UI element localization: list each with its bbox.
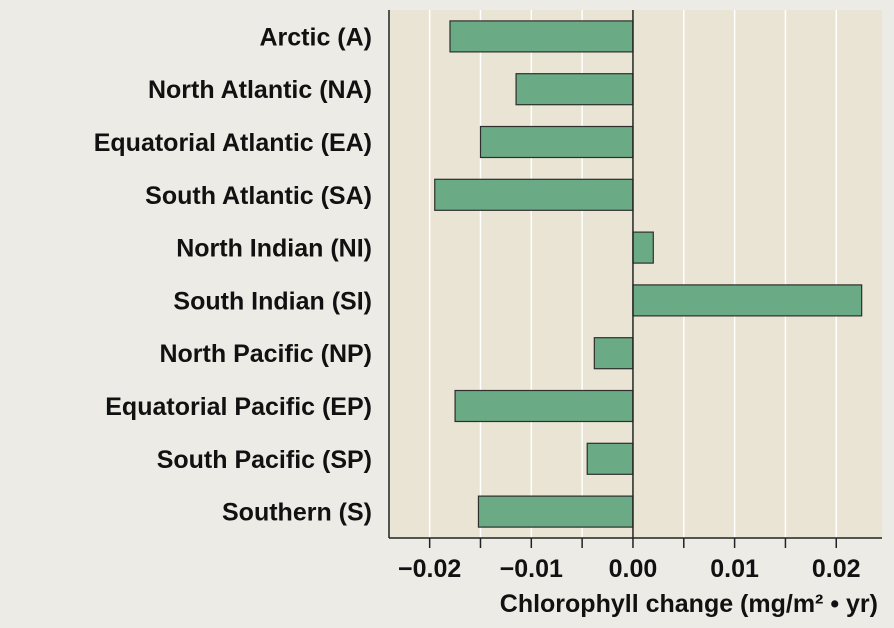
bar: [632, 284, 863, 317]
category-label: Equatorial Pacific (EP): [105, 393, 372, 421]
bar: [586, 442, 634, 475]
category-label: Southern (S): [222, 499, 372, 527]
bar: [593, 337, 634, 370]
category-label: Arctic (A): [259, 23, 372, 51]
bar: [479, 125, 634, 159]
category-label: Equatorial Atlantic (EA): [94, 129, 372, 157]
x-tick-label: −0.01: [500, 555, 563, 583]
bar: [434, 178, 634, 211]
category-label: North Atlantic (NA): [148, 76, 372, 104]
bar: [632, 231, 654, 264]
x-axis-ticks: −0.02 −0.01 0.00 0.01 0.02: [398, 538, 861, 583]
bar: [477, 495, 634, 528]
category-label: North Pacific (NP): [159, 340, 372, 368]
bar: [454, 389, 634, 423]
plot-background: [389, 10, 882, 538]
category-label: North Indian (NI): [176, 235, 372, 263]
category-label: South Pacific (SP): [157, 446, 372, 474]
x-tick-label: 0.01: [710, 555, 759, 583]
x-axis-title: Chlorophyll change (mg/m² • yr): [500, 590, 878, 618]
bar: [449, 20, 634, 53]
category-label: South Indian (SI): [173, 287, 372, 315]
x-tick-label: 0.02: [812, 555, 861, 583]
x-tick-label: −0.02: [398, 555, 461, 583]
category-labels: Arctic (A) North Atlantic (NA) Equatorial …: [94, 23, 372, 526]
bar: [515, 73, 634, 106]
x-tick-label: 0.00: [609, 555, 658, 583]
category-label: South Atlantic (SA): [145, 182, 372, 210]
